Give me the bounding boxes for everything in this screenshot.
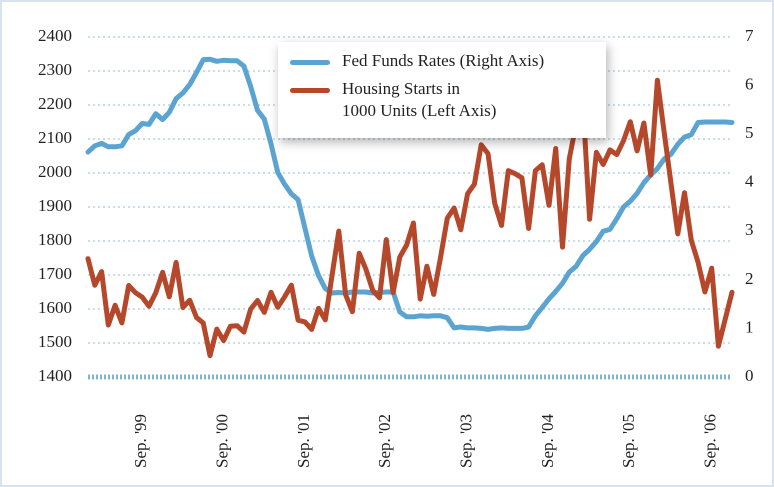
x-tick-label: Sep. '01: [294, 414, 313, 468]
y2-tick-label: 5: [745, 123, 754, 142]
legend-swatch: [290, 88, 330, 93]
y2-tick-label: 2: [745, 269, 754, 288]
y-tick-label: 1500: [38, 332, 72, 351]
y-tick-label: 1900: [38, 196, 72, 215]
y-tick-label: 2400: [38, 26, 72, 45]
x-tick-label: Sep. '05: [619, 414, 638, 468]
legend-item: Housing Starts in 1000 Units (Left Axis): [286, 78, 598, 122]
legend: Fed Funds Rates (Right Axis) Housing Star…: [278, 42, 606, 138]
y2-tick-label: 6: [745, 74, 754, 93]
y2-tick-label: 4: [745, 172, 754, 191]
legend-swatch: [290, 60, 330, 65]
legend-item: Fed Funds Rates (Right Axis): [286, 50, 598, 72]
x-tick-label: Sep. '03: [457, 414, 476, 468]
y-tick-label: 2300: [38, 60, 72, 79]
y-tick-label: 1800: [38, 230, 72, 249]
x-tick-label: Sep. '04: [538, 413, 557, 468]
y-tick-label: 2000: [38, 162, 72, 181]
y-tick-label: 1600: [38, 298, 72, 317]
y2-tick-label: 3: [745, 220, 754, 239]
line-series: [85, 77, 735, 359]
x-tick-label: Sep. '99: [131, 414, 150, 468]
y-tick-label: 2200: [38, 94, 72, 113]
y-tick-label: 1700: [38, 264, 72, 283]
y-tick-label: 1400: [38, 366, 72, 385]
line-series: [85, 56, 735, 332]
y2-tick-label: 1: [745, 317, 754, 336]
x-tick-label: Sep. '00: [212, 414, 231, 468]
x-tick-label: Sep. '02: [375, 414, 394, 468]
y2-tick-label: 0: [745, 366, 754, 385]
y-tick-label: 2100: [38, 128, 72, 147]
legend-label: Fed Funds Rates (Right Axis): [342, 51, 545, 70]
x-tick-label: Sep. '06: [701, 414, 720, 468]
y2-tick-label: 7: [745, 26, 754, 45]
legend-label: Housing Starts in 1000 Units (Left Axis): [342, 79, 497, 120]
